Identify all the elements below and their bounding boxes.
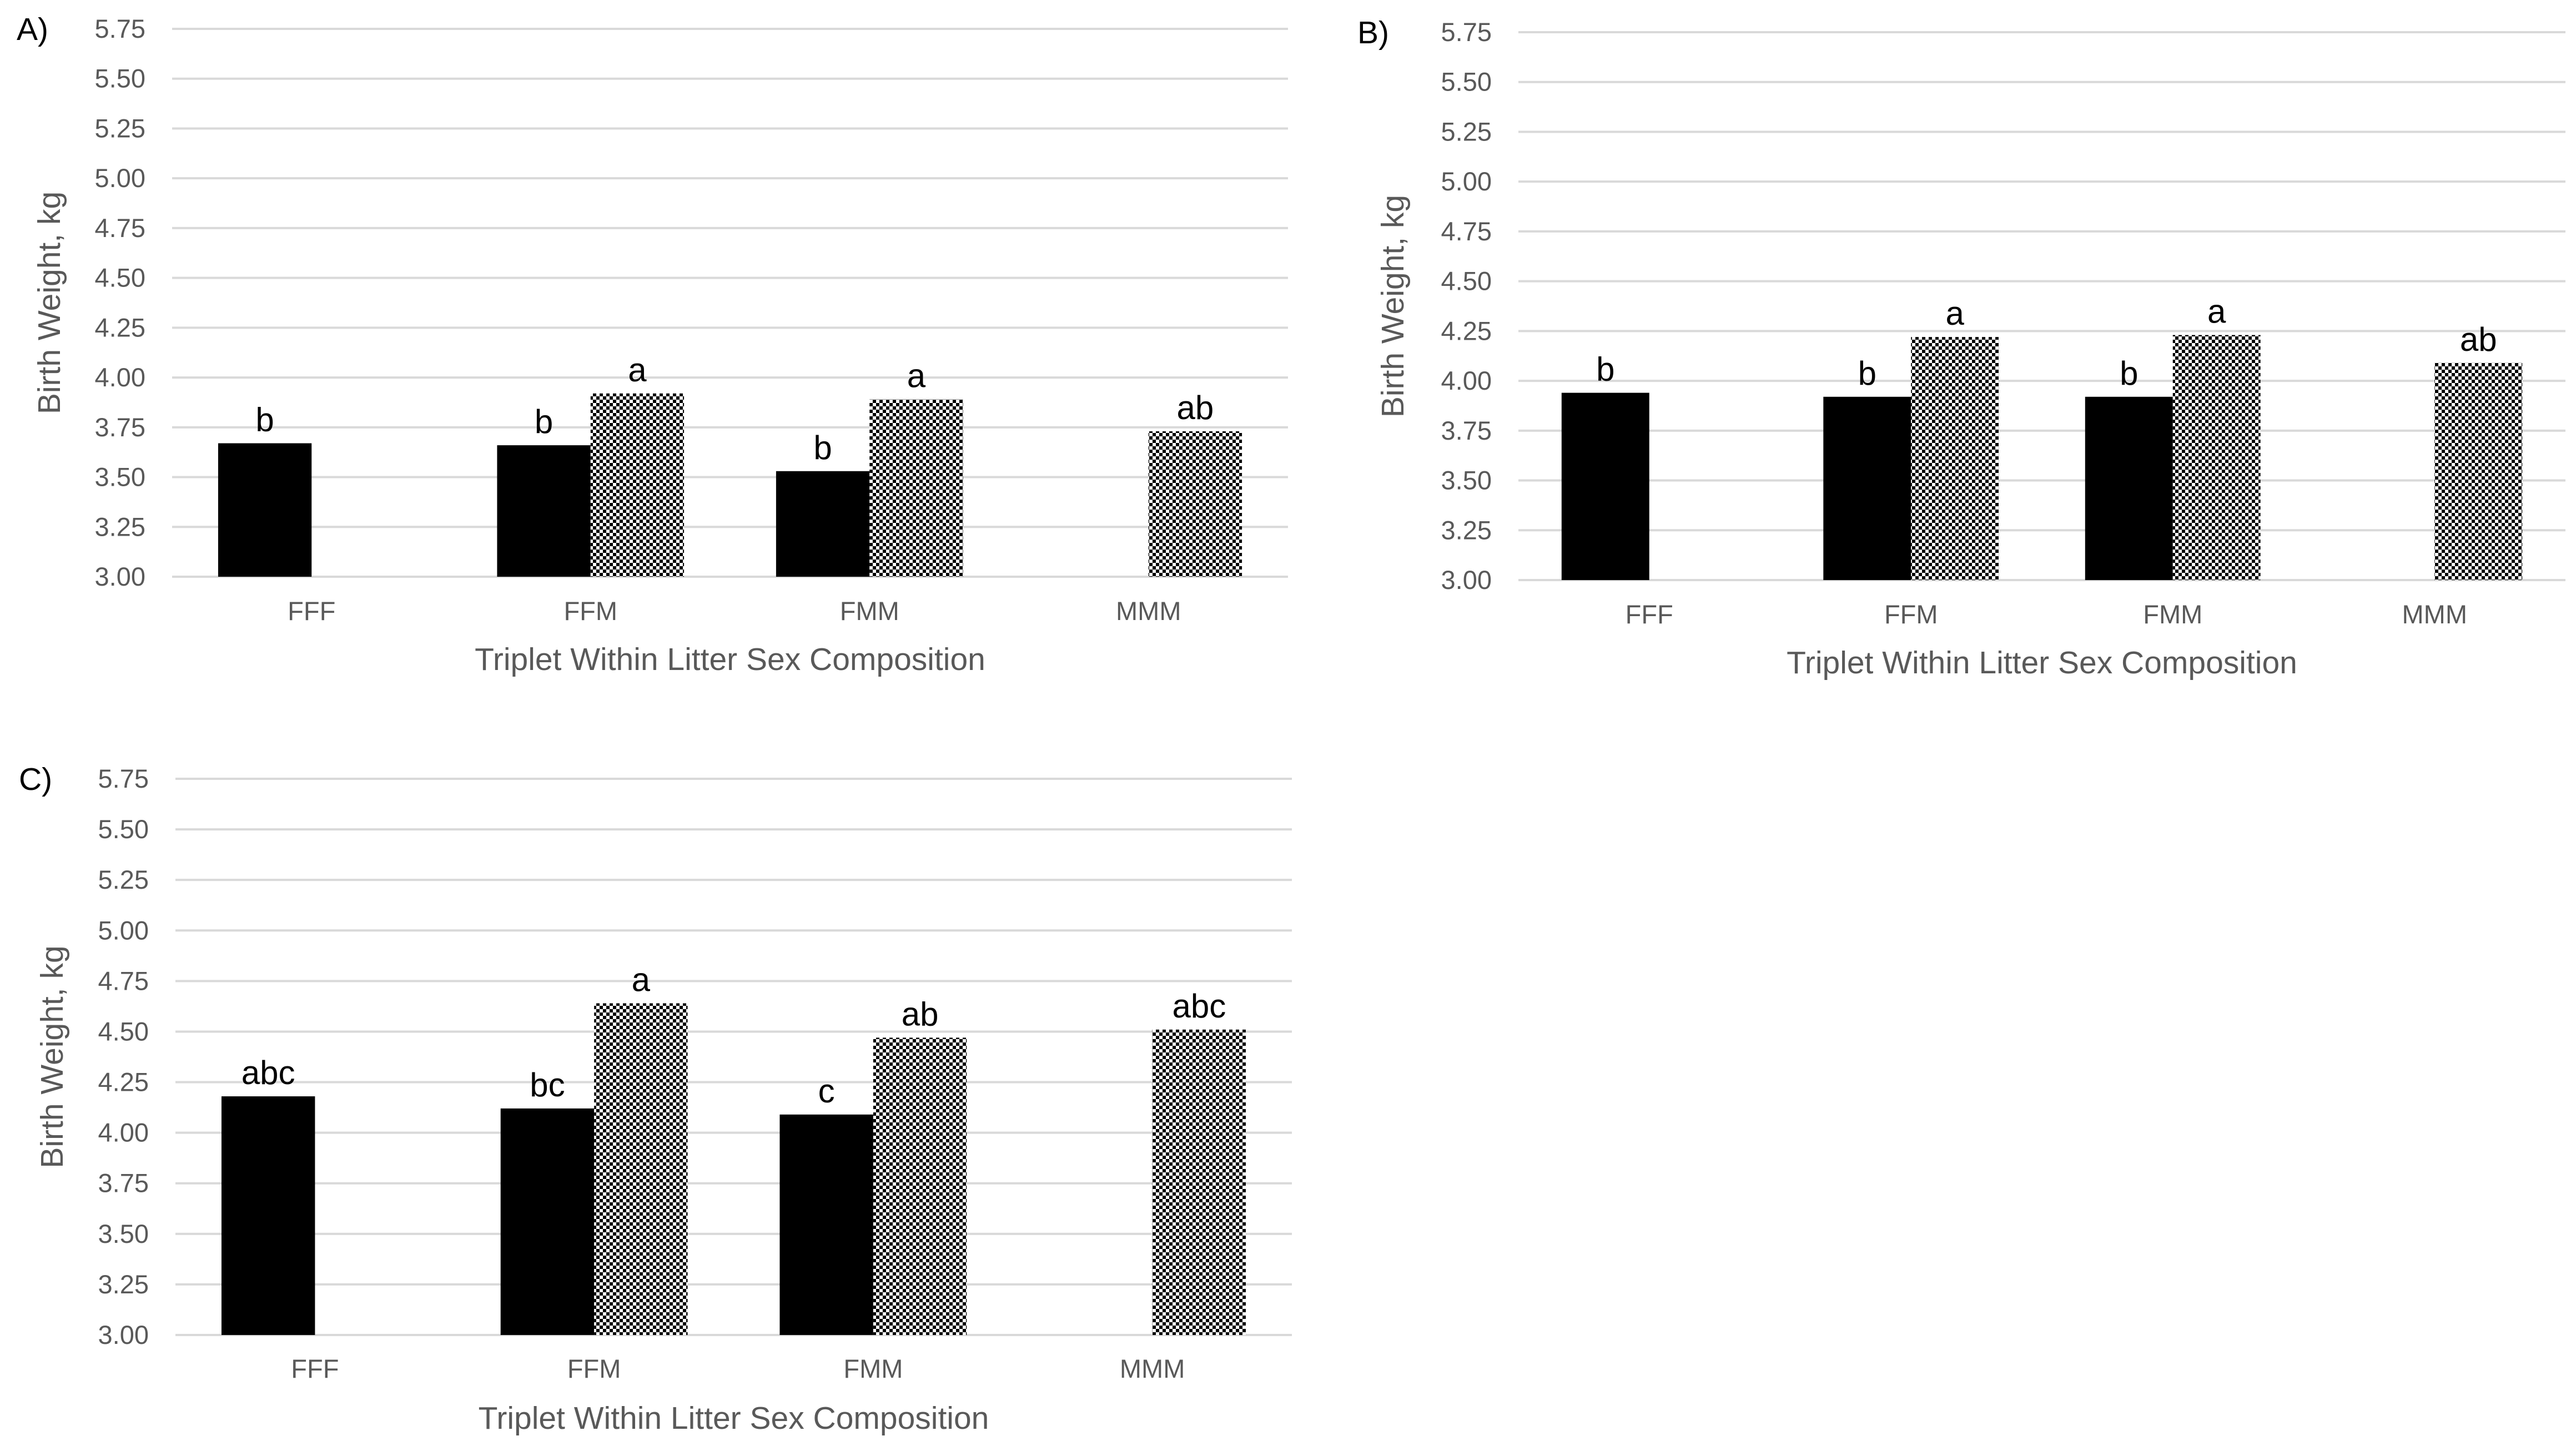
y-tick-label: 3.25 xyxy=(1441,515,1492,545)
y-axis-title: Birth Weight, kg xyxy=(1375,195,1411,417)
significance-label: a xyxy=(907,357,926,395)
y-tick-label: 3.00 xyxy=(95,562,145,591)
y-tick-label: 5.50 xyxy=(98,814,149,844)
bar-female-ffm xyxy=(1823,396,1911,580)
y-tick-label: 4.25 xyxy=(1441,316,1492,345)
y-tick-label: 5.25 xyxy=(95,113,145,143)
x-tick-label: FFM xyxy=(563,596,617,626)
bar-female-ffm xyxy=(500,1108,595,1335)
bar-male-ffm xyxy=(590,393,685,577)
y-tick-label: 4.25 xyxy=(98,1067,149,1097)
y-tick-label: 4.00 xyxy=(95,362,145,392)
bar-male-ffm xyxy=(1911,337,1999,580)
y-tick-label: 3.00 xyxy=(98,1320,149,1349)
panel-label: B) xyxy=(1357,15,1389,51)
bar-male-mmm xyxy=(1152,1029,1246,1335)
bar-female-fmm xyxy=(779,1114,873,1335)
x-tick-label: MMM xyxy=(1116,596,1181,626)
bar-female-fff xyxy=(218,443,312,577)
bar-male-ffm xyxy=(594,1003,688,1335)
y-tick-label: 4.25 xyxy=(95,313,145,342)
y-tick-label: 3.00 xyxy=(1441,565,1492,595)
y-tick-label: 5.75 xyxy=(1441,17,1492,47)
y-tick-label: 5.75 xyxy=(98,764,149,793)
x-axis-title: Triplet Within Litter Sex Composition xyxy=(1787,645,2297,681)
bar-female-ffm xyxy=(497,445,591,577)
x-tick-label: FFF xyxy=(291,1354,339,1383)
y-tick-label: 4.50 xyxy=(95,263,145,293)
significance-label: b xyxy=(2120,355,2138,392)
y-tick-label: 3.75 xyxy=(98,1168,149,1198)
significance-label: ab xyxy=(902,995,939,1032)
bar-female-fff xyxy=(221,1096,315,1335)
bar-male-mmm xyxy=(2434,362,2523,580)
bar-male-fmm xyxy=(873,1037,967,1335)
y-tick-label: 5.50 xyxy=(1441,67,1492,97)
panel-label: C) xyxy=(19,762,52,797)
significance-label: c xyxy=(818,1072,835,1110)
significance-label: bc xyxy=(530,1066,565,1104)
y-tick-label: 5.25 xyxy=(1441,117,1492,146)
significance-label: ab xyxy=(2460,321,2497,358)
x-tick-label: FFM xyxy=(567,1354,621,1383)
x-tick-label: FMM xyxy=(2143,599,2202,629)
significance-label: a xyxy=(2207,293,2226,330)
x-axis-title: Triplet Within Litter Sex Composition xyxy=(479,1400,989,1436)
chart-panel-c: C) 3.00 3.25 3.50 3.75 4.00 4.25 4.50 4.75 5.00 5.… xyxy=(19,762,1292,1436)
y-tick-label: 5.50 xyxy=(95,64,145,93)
x-tick-label: FFM xyxy=(1884,599,1938,629)
y-axis-title: Birth Weight, kg xyxy=(32,192,67,414)
bar-female-fmm xyxy=(2085,396,2173,580)
significance-label: b xyxy=(813,429,832,466)
significance-label: b xyxy=(1858,355,1876,392)
y-tick-label: 3.50 xyxy=(1441,466,1492,495)
x-tick-label: FFF xyxy=(288,596,335,626)
y-axis-title: Birth Weight, kg xyxy=(34,945,70,1168)
significance-label: a xyxy=(632,961,651,998)
y-tick-label: 5.25 xyxy=(98,865,149,894)
y-tick-label: 5.00 xyxy=(1441,167,1492,196)
significance-label: b xyxy=(255,401,274,439)
y-tick-label: 4.75 xyxy=(95,213,145,243)
y-tick-label: 4.00 xyxy=(98,1118,149,1147)
x-tick-label: MMM xyxy=(1120,1354,1185,1383)
x-tick-label: FMM xyxy=(843,1354,903,1383)
y-tick-label: 5.75 xyxy=(95,14,145,43)
x-tick-label: FFF xyxy=(1626,599,1673,629)
bar-female-fmm xyxy=(776,471,870,577)
significance-label: b xyxy=(535,403,553,440)
y-tick-label: 3.50 xyxy=(95,462,145,492)
y-tick-label: 4.50 xyxy=(1441,266,1492,296)
bar-female-fff xyxy=(1561,392,1649,580)
y-tick-label: 5.00 xyxy=(95,163,145,193)
bar-male-fmm xyxy=(869,399,963,577)
y-tick-label: 3.25 xyxy=(95,512,145,541)
x-axis-title: Triplet Within Litter Sex Composition xyxy=(475,642,985,677)
y-tick-label: 3.50 xyxy=(98,1219,149,1248)
y-tick-label: 3.75 xyxy=(1441,416,1492,445)
significance-label: a xyxy=(1946,295,1965,332)
y-tick-label: 5.00 xyxy=(98,915,149,945)
y-tick-label: 4.75 xyxy=(98,966,149,995)
y-tick-label: 3.25 xyxy=(98,1269,149,1299)
x-tick-label: FMM xyxy=(840,596,899,626)
significance-label: abc xyxy=(241,1054,295,1091)
significance-label: b xyxy=(1596,351,1614,388)
y-tick-label: 4.75 xyxy=(1441,216,1492,246)
y-tick-label: 3.75 xyxy=(95,412,145,442)
bar-male-fmm xyxy=(2172,335,2261,580)
bar-male-mmm xyxy=(1148,431,1242,577)
significance-label: ab xyxy=(1177,389,1214,426)
y-tick-label: 4.00 xyxy=(1441,366,1492,395)
chart-panel-a: A) 3.00 3.25 3.50 3.75 4.00 4.25 4.50 4.75 5.00 5.… xyxy=(17,12,1288,677)
significance-label: a xyxy=(628,351,647,389)
x-tick-label: MMM xyxy=(2402,599,2467,629)
panel-label: A) xyxy=(17,12,48,47)
y-tick-label: 4.50 xyxy=(98,1016,149,1046)
chart-panel-b: B) 3.00 3.25 3.50 3.75 4.00 4.25 4.50 4.75 5.00 5.… xyxy=(1357,15,2565,681)
significance-label: abc xyxy=(1172,988,1226,1025)
